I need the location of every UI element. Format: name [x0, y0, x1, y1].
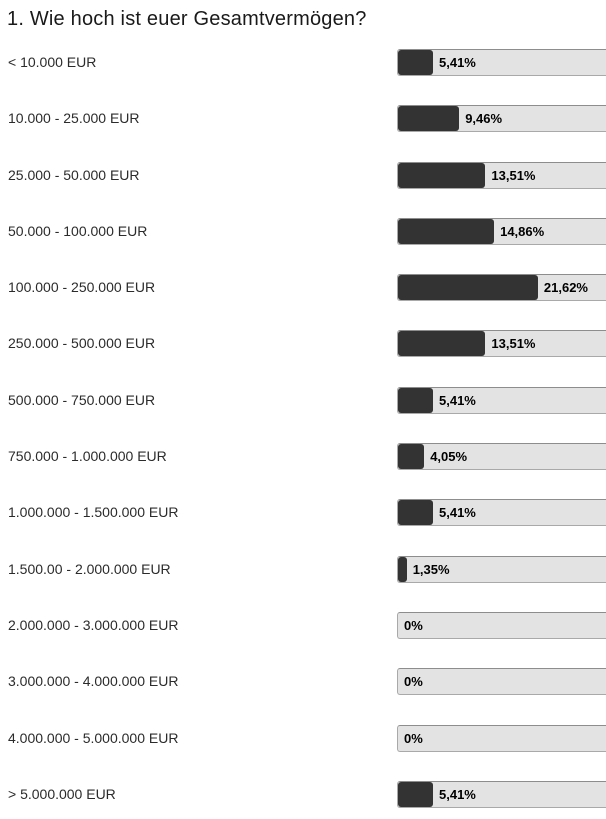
result-bar: 13,51%: [397, 330, 606, 358]
question-title: 1. Wie hoch ist euer Gesamtvermögen?: [7, 8, 367, 30]
bar-fill: [398, 162, 486, 188]
option-label: 4.000.000 - 5.000.000 EUR: [8, 729, 179, 746]
result-row: 50.000 - 100.000 EUR 14,86%: [0, 217, 606, 245]
result-bar: 5,41%: [397, 386, 606, 414]
bar-fill: [398, 331, 486, 357]
percentage-value: 5,41%: [439, 392, 476, 408]
result-bar: 13,51%: [397, 161, 606, 189]
option-label: 1.500.00 - 2.000.000 EUR: [8, 560, 171, 577]
result-row: 25.000 - 50.000 EUR 13,51%: [0, 161, 606, 189]
result-row: 1.000.000 - 1.500.000 EUR 5,41%: [0, 499, 606, 527]
option-label: 250.000 - 500.000 EUR: [8, 335, 156, 352]
result-bar: 0%: [397, 668, 606, 696]
bar-fill: [398, 218, 495, 244]
bar-fill: [398, 500, 433, 526]
bar-fill: [398, 556, 407, 582]
option-label: 50.000 - 100.000 EUR: [8, 222, 148, 239]
option-label: 2.000.000 - 3.000.000 EUR: [8, 616, 179, 633]
option-label: 100.000 - 250.000 EUR: [8, 279, 156, 296]
result-row: 4.000.000 - 5.000.000 EUR 0%: [0, 724, 606, 752]
option-label: 25.000 - 50.000 EUR: [8, 166, 140, 183]
result-row: 100.000 - 250.000 EUR 21,62%: [0, 274, 606, 302]
option-label: 10.000 - 25.000 EUR: [8, 110, 140, 127]
option-label: 500.000 - 750.000 EUR: [8, 391, 156, 408]
result-bar: 21,62%: [397, 274, 606, 302]
percentage-value: 5,41%: [439, 786, 476, 802]
option-label: < 10.000 EUR: [8, 54, 97, 70]
bar-fill: [398, 444, 425, 470]
result-row: 1.500.00 - 2.000.000 EUR 1,35%: [0, 555, 606, 583]
result-row: 250.000 - 500.000 EUR 13,51%: [0, 330, 606, 358]
option-label: 1.000.000 - 1.500.000 EUR: [8, 504, 179, 521]
option-label: 3.000.000 - 4.000.000 EUR: [8, 673, 179, 690]
result-row: 2.000.000 - 3.000.000 EUR 0%: [0, 611, 606, 639]
percentage-value: 0%: [404, 617, 423, 633]
option-label: 750.000 - 1.000.000 EUR: [8, 448, 167, 465]
result-row: 10.000 - 25.000 EUR 9,46%: [0, 105, 606, 133]
result-row: 750.000 - 1.000.000 EUR 4,05%: [0, 443, 606, 471]
percentage-value: 21,62%: [543, 280, 588, 296]
result-bar: 5,41%: [397, 499, 606, 527]
result-bar: 0%: [397, 724, 606, 752]
bar-fill: [398, 387, 433, 413]
result-row: 500.000 - 750.000 EUR 5,41%: [0, 386, 606, 414]
bar-fill: [398, 275, 538, 301]
percentage-value: 9,46%: [465, 111, 503, 127]
bar-fill: [398, 781, 433, 807]
results-list: < 10.000 EUR 5,41% 10.000 - 25.000 EUR 9…: [0, 49, 606, 808]
result-row: > 5.000.000 EUR 5,41%: [0, 780, 606, 808]
percentage-value: 0%: [404, 674, 423, 690]
percentage-value: 14,86%: [500, 223, 545, 239]
result-bar: 5,41%: [397, 49, 606, 76]
result-bar: 14,86%: [397, 217, 606, 245]
result-row: 3.000.000 - 4.000.000 EUR 0%: [0, 668, 606, 696]
result-bar: 0%: [397, 611, 606, 639]
bar-fill: [398, 106, 460, 132]
result-bar: 4,05%: [397, 443, 606, 471]
percentage-value: 4,05%: [430, 449, 468, 465]
bar-fill: [398, 50, 433, 75]
option-label: > 5.000.000 EUR: [8, 785, 116, 802]
poll-results-page: 1. Wie hoch ist euer Gesamtvermögen? < 1…: [0, 6, 606, 819]
result-bar: 5,41%: [397, 780, 606, 808]
result-bar: 9,46%: [397, 105, 606, 133]
percentage-value: 5,41%: [439, 505, 476, 521]
result-bar: 1,35%: [397, 555, 606, 583]
percentage-value: 0%: [404, 730, 423, 746]
result-row: < 10.000 EUR 5,41%: [0, 49, 606, 76]
percentage-value: 1,35%: [412, 561, 450, 577]
percentage-value: 5,41%: [439, 55, 476, 70]
percentage-value: 13,51%: [491, 336, 536, 352]
percentage-value: 13,51%: [491, 167, 536, 183]
